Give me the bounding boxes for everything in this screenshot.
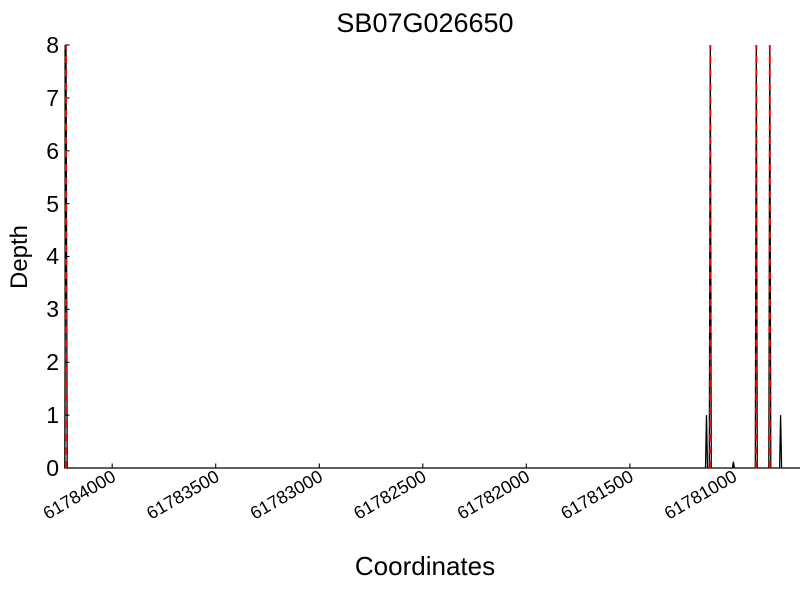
svg-text:2: 2 (46, 349, 59, 375)
svg-text:Depth: Depth (6, 225, 33, 289)
svg-text:3: 3 (46, 296, 59, 322)
svg-text:7: 7 (46, 85, 59, 111)
svg-text:0: 0 (46, 455, 59, 481)
svg-text:Coordinates: Coordinates (355, 551, 495, 581)
svg-text:SB07G026650: SB07G026650 (336, 8, 513, 38)
svg-text:4: 4 (46, 243, 59, 269)
svg-text:6: 6 (46, 138, 59, 164)
svg-text:8: 8 (46, 32, 59, 58)
svg-text:1: 1 (46, 402, 59, 428)
svg-text:5: 5 (46, 191, 59, 217)
